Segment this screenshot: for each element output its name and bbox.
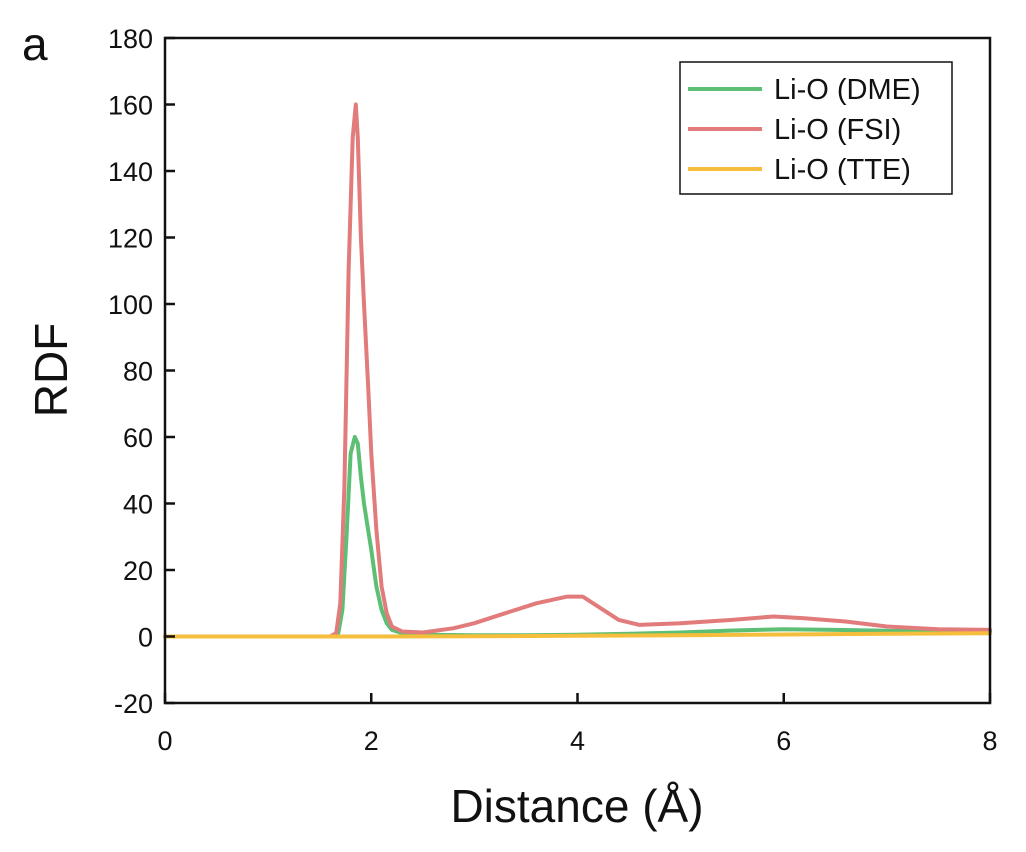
- series-line-0: [163, 435, 992, 639]
- y-tick-label: 100: [108, 290, 153, 320]
- x-tick-label: 4: [570, 726, 585, 756]
- y-tick-label: 180: [108, 24, 153, 54]
- legend: Li-O (DME) Li-O (FSI) Li-O (TTE): [679, 61, 953, 195]
- x-tick-label: 8: [982, 726, 997, 756]
- legend-label-1: Li-O (FSI): [774, 114, 901, 146]
- y-tick-label: 40: [123, 490, 153, 520]
- series-line-2: [163, 631, 992, 639]
- y-tick-label: 60: [123, 423, 153, 453]
- y-tick-label: 20: [123, 556, 153, 586]
- series-line-1: [163, 102, 992, 639]
- y-tick-label: -20: [114, 689, 153, 719]
- x-tick-label: 0: [157, 726, 172, 756]
- x-tick-label: 6: [776, 726, 791, 756]
- y-tick-label: 120: [108, 224, 153, 254]
- x-axis-title: Distance (Å): [450, 780, 703, 832]
- series-layer: [163, 102, 992, 639]
- y-tick-label: 80: [123, 357, 153, 387]
- y-tick-label: 0: [138, 623, 153, 653]
- y-tick-label: 140: [108, 157, 153, 187]
- panel-label: a: [22, 18, 48, 70]
- legend-label-2: Li-O (TTE): [774, 154, 911, 186]
- y-axis-title: RDF: [25, 323, 77, 418]
- y-tick-label: 160: [108, 91, 153, 121]
- legend-label-0: Li-O (DME): [774, 74, 921, 106]
- x-tick-label: 2: [364, 726, 379, 756]
